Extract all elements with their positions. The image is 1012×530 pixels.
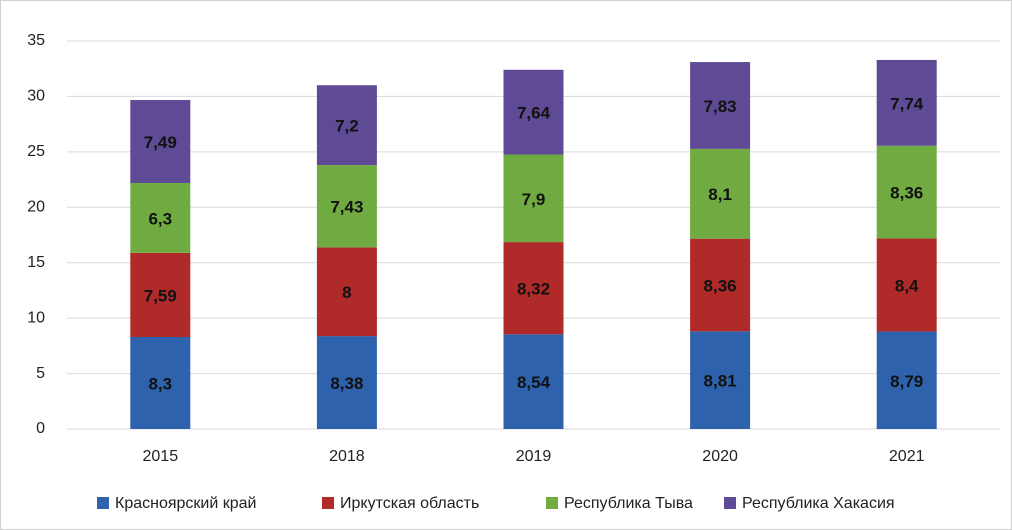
legend-swatch <box>546 497 558 509</box>
data-label: 8,3 <box>148 374 172 393</box>
y-tick-label: 30 <box>27 88 45 105</box>
data-label: 8,1 <box>708 185 732 204</box>
bar-segment <box>690 62 751 149</box>
data-label: 8,54 <box>517 373 551 392</box>
y-tick-label: 20 <box>27 199 45 216</box>
y-tick-label: 15 <box>27 254 45 271</box>
bar-segment <box>503 242 564 335</box>
data-label: 7,2 <box>335 117 359 136</box>
legend-swatch <box>322 497 334 509</box>
data-label: 7,9 <box>522 190 546 209</box>
data-label: 8,38 <box>330 374 363 393</box>
bar-segment <box>690 238 751 332</box>
legend-swatch <box>724 497 736 509</box>
bar-segment <box>690 331 751 429</box>
bar-segment <box>130 336 191 429</box>
bar-segment <box>503 69 564 155</box>
x-tick-label: 2019 <box>516 448 552 465</box>
data-label: 7,43 <box>330 198 363 217</box>
y-tick-label: 35 <box>27 32 45 49</box>
bar-segment <box>503 334 564 429</box>
x-tick-label: 2018 <box>329 448 365 465</box>
bar-segment <box>690 148 751 239</box>
legend-label: Республика Тыва <box>564 495 693 512</box>
x-tick-label: 2020 <box>702 448 738 465</box>
data-label: 7,49 <box>144 133 177 152</box>
x-tick-label: 2021 <box>889 448 925 465</box>
data-label: 8,79 <box>890 372 923 391</box>
x-tick-label: 2015 <box>143 448 179 465</box>
y-tick-label: 25 <box>27 143 45 160</box>
data-label: 7,59 <box>144 286 177 305</box>
y-tick-label: 10 <box>27 309 45 326</box>
bar-segment <box>876 59 937 146</box>
data-label: 8,32 <box>517 280 550 299</box>
legend-label: Республика Хакасия <box>742 495 895 512</box>
bar-segment <box>316 336 377 429</box>
y-tick-label: 5 <box>36 365 45 382</box>
data-label: 8,4 <box>895 276 919 295</box>
data-label: 7,64 <box>517 104 551 123</box>
legend-label: Красноярский край <box>115 495 256 512</box>
bar-segment <box>876 238 937 332</box>
bar-segment <box>503 154 564 243</box>
data-label: 8,36 <box>704 276 737 295</box>
bar-segment <box>876 145 937 239</box>
data-label: 6,3 <box>148 209 172 228</box>
bar-segment <box>876 331 937 429</box>
data-label: 7,83 <box>704 97 737 116</box>
bar-segment <box>316 247 377 337</box>
data-label: 7,74 <box>890 94 924 113</box>
data-label: 8 <box>342 283 351 302</box>
y-tick-label: 0 <box>36 420 45 437</box>
data-label: 8,36 <box>890 184 923 203</box>
bar-segment <box>130 183 191 253</box>
data-label: 8,81 <box>704 372 737 391</box>
bar-segment <box>316 85 377 166</box>
bar-segment <box>316 165 377 248</box>
legend-swatch <box>97 497 109 509</box>
bar-segment <box>130 252 191 337</box>
bar-segment <box>130 99 191 184</box>
legend-label: Иркутская область <box>340 495 479 512</box>
